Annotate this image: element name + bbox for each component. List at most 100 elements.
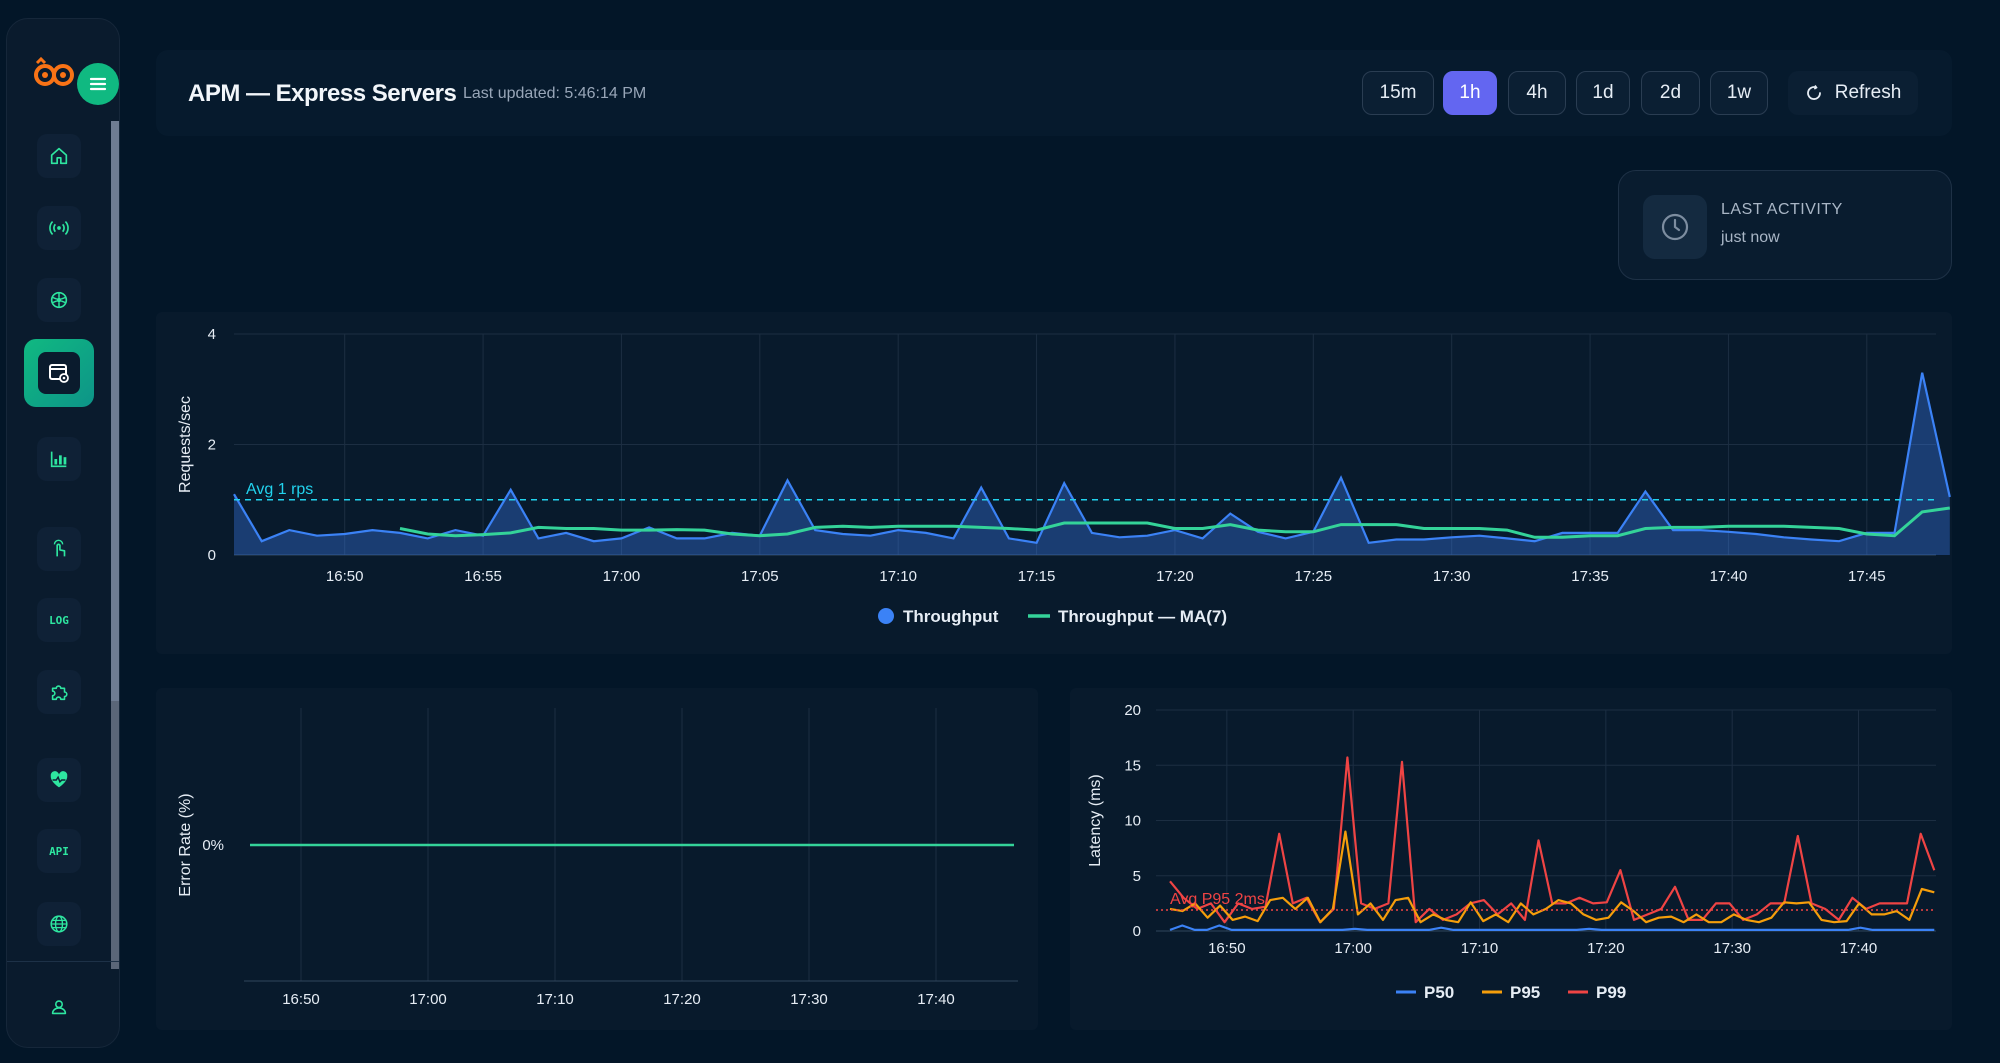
latency-p99-line [1169, 756, 1936, 924]
latency-chart: 0 5 10 15 20 16:50 17:00 17:10 17:20 17:30 17:40 La… [1087, 702, 1936, 1002]
sidebar-item-api[interactable]: API [37, 829, 81, 873]
menu-toggle-button[interactable] [77, 63, 119, 105]
x-tick-label: 16:50 [326, 568, 364, 585]
clock-icon [1643, 195, 1707, 259]
x-tick-label: 17:15 [1018, 568, 1056, 585]
x-tick-label: 17:00 [603, 568, 641, 585]
helm-wheel-icon [50, 291, 68, 309]
avg-p95-label: Avg P95 2ms [1170, 891, 1265, 908]
latency-p95-line [1169, 830, 1935, 924]
y-tick-label: 2 [208, 437, 216, 454]
x-tick-label: 17:30 [1713, 940, 1751, 957]
y-tick-label: 5 [1133, 868, 1141, 885]
avg-throughput-label: Avg 1 rps [246, 481, 313, 498]
last-activity-card: LAST ACTIVITY just now [1618, 170, 1952, 280]
home-icon [50, 147, 68, 165]
y-tick-label: 20 [1124, 702, 1141, 719]
x-tick-label: 16:55 [464, 568, 502, 585]
latency-panel: 0 5 10 15 20 16:50 17:00 17:10 17:20 17:30 17:40 La… [1070, 688, 1952, 1030]
range-button-15m[interactable]: 15m [1362, 71, 1434, 115]
puzzle-icon [51, 685, 68, 701]
y-tick-label: 0% [202, 837, 224, 854]
x-tick-label: 17:05 [741, 568, 779, 585]
x-tick-label: 17:00 [1334, 940, 1372, 957]
api-icon: API [49, 844, 69, 858]
x-tick-label: 17:45 [1848, 568, 1886, 585]
y-tick-label: 4 [208, 326, 216, 343]
x-tick-label: 17:40 [917, 991, 955, 1008]
bar-chart-icon [50, 451, 67, 468]
sidebar-item-logs[interactable]: LOG [37, 598, 81, 642]
latency-p50-line [1169, 924, 1935, 931]
x-tick-label: 17:10 [536, 991, 574, 1008]
sidebar-divider [7, 961, 119, 962]
throughput-ma-line [399, 506, 1951, 539]
last-updated-text: Last updated: 5:46:14 PM [463, 85, 647, 102]
sidebar-item-plugins[interactable] [37, 670, 81, 714]
y-tick-label: 0 [208, 547, 216, 564]
y-axis-title: Requests/sec [177, 396, 194, 493]
legend-throughput-label: Throughput [903, 607, 999, 626]
x-tick-label: 17:20 [1587, 940, 1625, 957]
sidebar-item-touch[interactable] [37, 527, 81, 571]
y-tick-label: 10 [1124, 813, 1141, 830]
x-tick-label: 17:40 [1710, 568, 1748, 585]
throughput-line [233, 372, 1951, 545]
user-icon [51, 1000, 67, 1015]
sidebar-item-web[interactable] [37, 902, 81, 946]
x-tick-label: 17:30 [790, 991, 828, 1008]
sidebar-item-metrics[interactable] [37, 437, 81, 481]
legend-p99-label: P99 [1596, 983, 1626, 1002]
y-tick-label: 0 [1133, 923, 1141, 940]
x-tick-label: 17:30 [1433, 568, 1471, 585]
range-button-1d[interactable]: 1d [1576, 71, 1630, 115]
sidebar-item-kubernetes[interactable] [37, 278, 81, 322]
x-tick-label: 17:10 [1461, 940, 1499, 957]
heart-pulse-icon [50, 771, 68, 788]
log-icon: LOG [49, 613, 69, 627]
sidebar-item-home[interactable] [37, 134, 81, 178]
app-settings-icon [49, 364, 69, 383]
broadcast-icon [49, 221, 69, 235]
x-tick-label: 17:35 [1571, 568, 1609, 585]
pointer-icon [53, 539, 66, 557]
range-button-1h[interactable]: 1h [1443, 71, 1497, 115]
y-tick-label: 15 [1124, 757, 1141, 774]
refresh-label: Refresh [1834, 82, 1902, 103]
range-button-2d[interactable]: 2d [1641, 71, 1700, 115]
sidebar-scrollbar-thumb[interactable] [111, 121, 119, 701]
throughput-panel: 0 2 4 16:50 16:55 17:00 17:05 17:10 17:15 17:20 17… [156, 312, 1952, 654]
x-tick-label: 17:10 [879, 568, 917, 585]
sidebar-item-apm[interactable] [24, 339, 94, 407]
x-tick-label: 17:20 [1156, 568, 1194, 585]
y-axis-title: Latency (ms) [1087, 774, 1104, 866]
range-button-4h[interactable]: 4h [1508, 71, 1566, 115]
last-activity-label: LAST ACTIVITY [1721, 201, 1843, 218]
page-title: APM — Express Servers [188, 80, 457, 107]
legend-ma-label: Throughput — MA(7) [1058, 607, 1227, 626]
refresh-button[interactable]: Refresh [1788, 71, 1918, 115]
x-tick-label: 16:50 [282, 991, 320, 1008]
range-button-1w[interactable]: 1w [1710, 71, 1768, 115]
sidebar-item-signal[interactable] [37, 206, 81, 250]
sidebar-item-profile[interactable] [37, 985, 81, 1029]
throughput-chart: 0 2 4 16:50 16:55 17:00 17:05 17:10 17:15 17:20 17… [177, 326, 1951, 626]
x-tick-label: 17:25 [1295, 568, 1333, 585]
y-axis-title: Error Rate (%) [177, 793, 194, 896]
sidebar: LOG API [6, 18, 120, 1048]
x-tick-label: 17:40 [1840, 940, 1878, 957]
error-rate-panel: 16:50 17:00 17:10 17:20 17:30 17:40 0% Error Ra… [156, 688, 1038, 1030]
x-tick-label: 16:50 [1208, 940, 1246, 957]
x-tick-label: 17:00 [409, 991, 447, 1008]
legend-throughput-marker [878, 608, 894, 624]
legend-p50-label: P50 [1424, 983, 1454, 1002]
x-tick-label: 17:20 [663, 991, 701, 1008]
page-header: APM — Express Servers Last updated: 5:46… [156, 50, 1952, 136]
sidebar-item-health[interactable] [37, 758, 81, 802]
last-activity-value: just now [1721, 229, 1780, 246]
refresh-icon [1806, 85, 1821, 100]
logo-icon [33, 56, 83, 91]
hamburger-icon [89, 77, 107, 91]
legend-p95-label: P95 [1510, 983, 1540, 1002]
error-rate-chart: 16:50 17:00 17:10 17:20 17:30 17:40 0% Error Ra… [177, 708, 1018, 1008]
